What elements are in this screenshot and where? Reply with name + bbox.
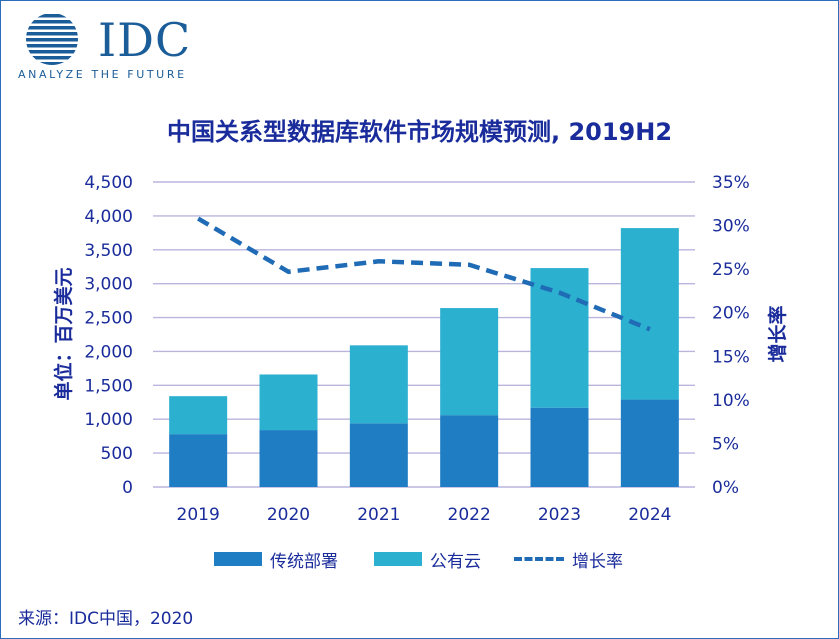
x-tick-label: 2019 [177, 505, 220, 525]
growth-rate-line [197, 216, 651, 332]
y2-tick-label: 30% [712, 217, 750, 237]
y-tick-label: 0 [122, 478, 133, 498]
y2-tick-label: 20% [712, 304, 750, 324]
bar-public-cloud [530, 268, 589, 408]
x-tick-label: 2021 [357, 505, 400, 525]
y2-axis-label: 增长率 [766, 305, 789, 362]
legend-item-on-premise: 传统部署 [214, 548, 338, 572]
x-tick-label: 2022 [448, 505, 491, 525]
y-axis-label: 单位：百万美元 [52, 267, 75, 400]
y2-tick-label: 25% [712, 260, 750, 280]
legend-label-public-cloud: 公有云 [430, 551, 481, 572]
legend-item-growth-rate: 增长率 [514, 548, 623, 572]
legend-swatch-public-cloud [374, 552, 422, 566]
bar-on-premise [620, 399, 679, 487]
idc-logo: IDC ANALYZE THE FUTURE [12, 12, 202, 82]
legend-swatch-growth-rate [514, 557, 564, 561]
y-tick-label: 2,500 [84, 309, 133, 329]
bar-public-cloud [349, 345, 408, 424]
chart-title: 中国关系型数据库软件市场规模预测, 2019H2 [166, 118, 673, 146]
x-tick-label: 2023 [538, 505, 581, 525]
legend-swatch-on-premise [214, 552, 262, 566]
bar-public-cloud [259, 374, 318, 431]
x-tick-label: 2020 [267, 505, 310, 525]
y-tick-label: 4,500 [84, 173, 133, 193]
chart-legend: 传统部署 公有云 增长率 [0, 544, 839, 574]
y-tick-label: 3,500 [84, 241, 133, 261]
y-tick-label: 1,000 [84, 410, 133, 430]
legend-label-on-premise: 传统部署 [270, 551, 338, 572]
bar-public-cloud [440, 308, 499, 416]
y-tick-label: 500 [101, 444, 133, 464]
y2-tick-label: 0% [712, 478, 739, 498]
y2-tick-label: 35% [712, 173, 750, 193]
y2-tick-label: 10% [712, 391, 750, 411]
bar-public-cloud [620, 228, 679, 400]
legend-item-public-cloud: 公有云 [374, 548, 481, 572]
source-note: 来源：IDC中国，2020 [18, 609, 194, 629]
idc-globe-icon [26, 14, 78, 65]
y2-tick-label: 5% [712, 434, 739, 454]
x-tick-label: 2024 [628, 505, 671, 525]
bar-on-premise [440, 415, 499, 487]
legend-label-growth-rate: 增长率 [572, 551, 623, 572]
bar-public-cloud [169, 396, 228, 435]
bar-on-premise [169, 434, 228, 487]
y-tick-label: 3,000 [84, 275, 133, 295]
y-tick-label: 2,000 [84, 342, 133, 362]
bar-on-premise [259, 430, 318, 487]
logo-tagline: ANALYZE THE FUTURE [18, 68, 187, 81]
y-tick-label: 4,000 [84, 207, 133, 227]
bar-on-premise [530, 407, 589, 487]
y-tick-label: 1,500 [84, 376, 133, 396]
bar-on-premise [349, 423, 408, 487]
y2-tick-label: 15% [712, 347, 750, 367]
logo-wordmark: IDC [98, 13, 192, 67]
